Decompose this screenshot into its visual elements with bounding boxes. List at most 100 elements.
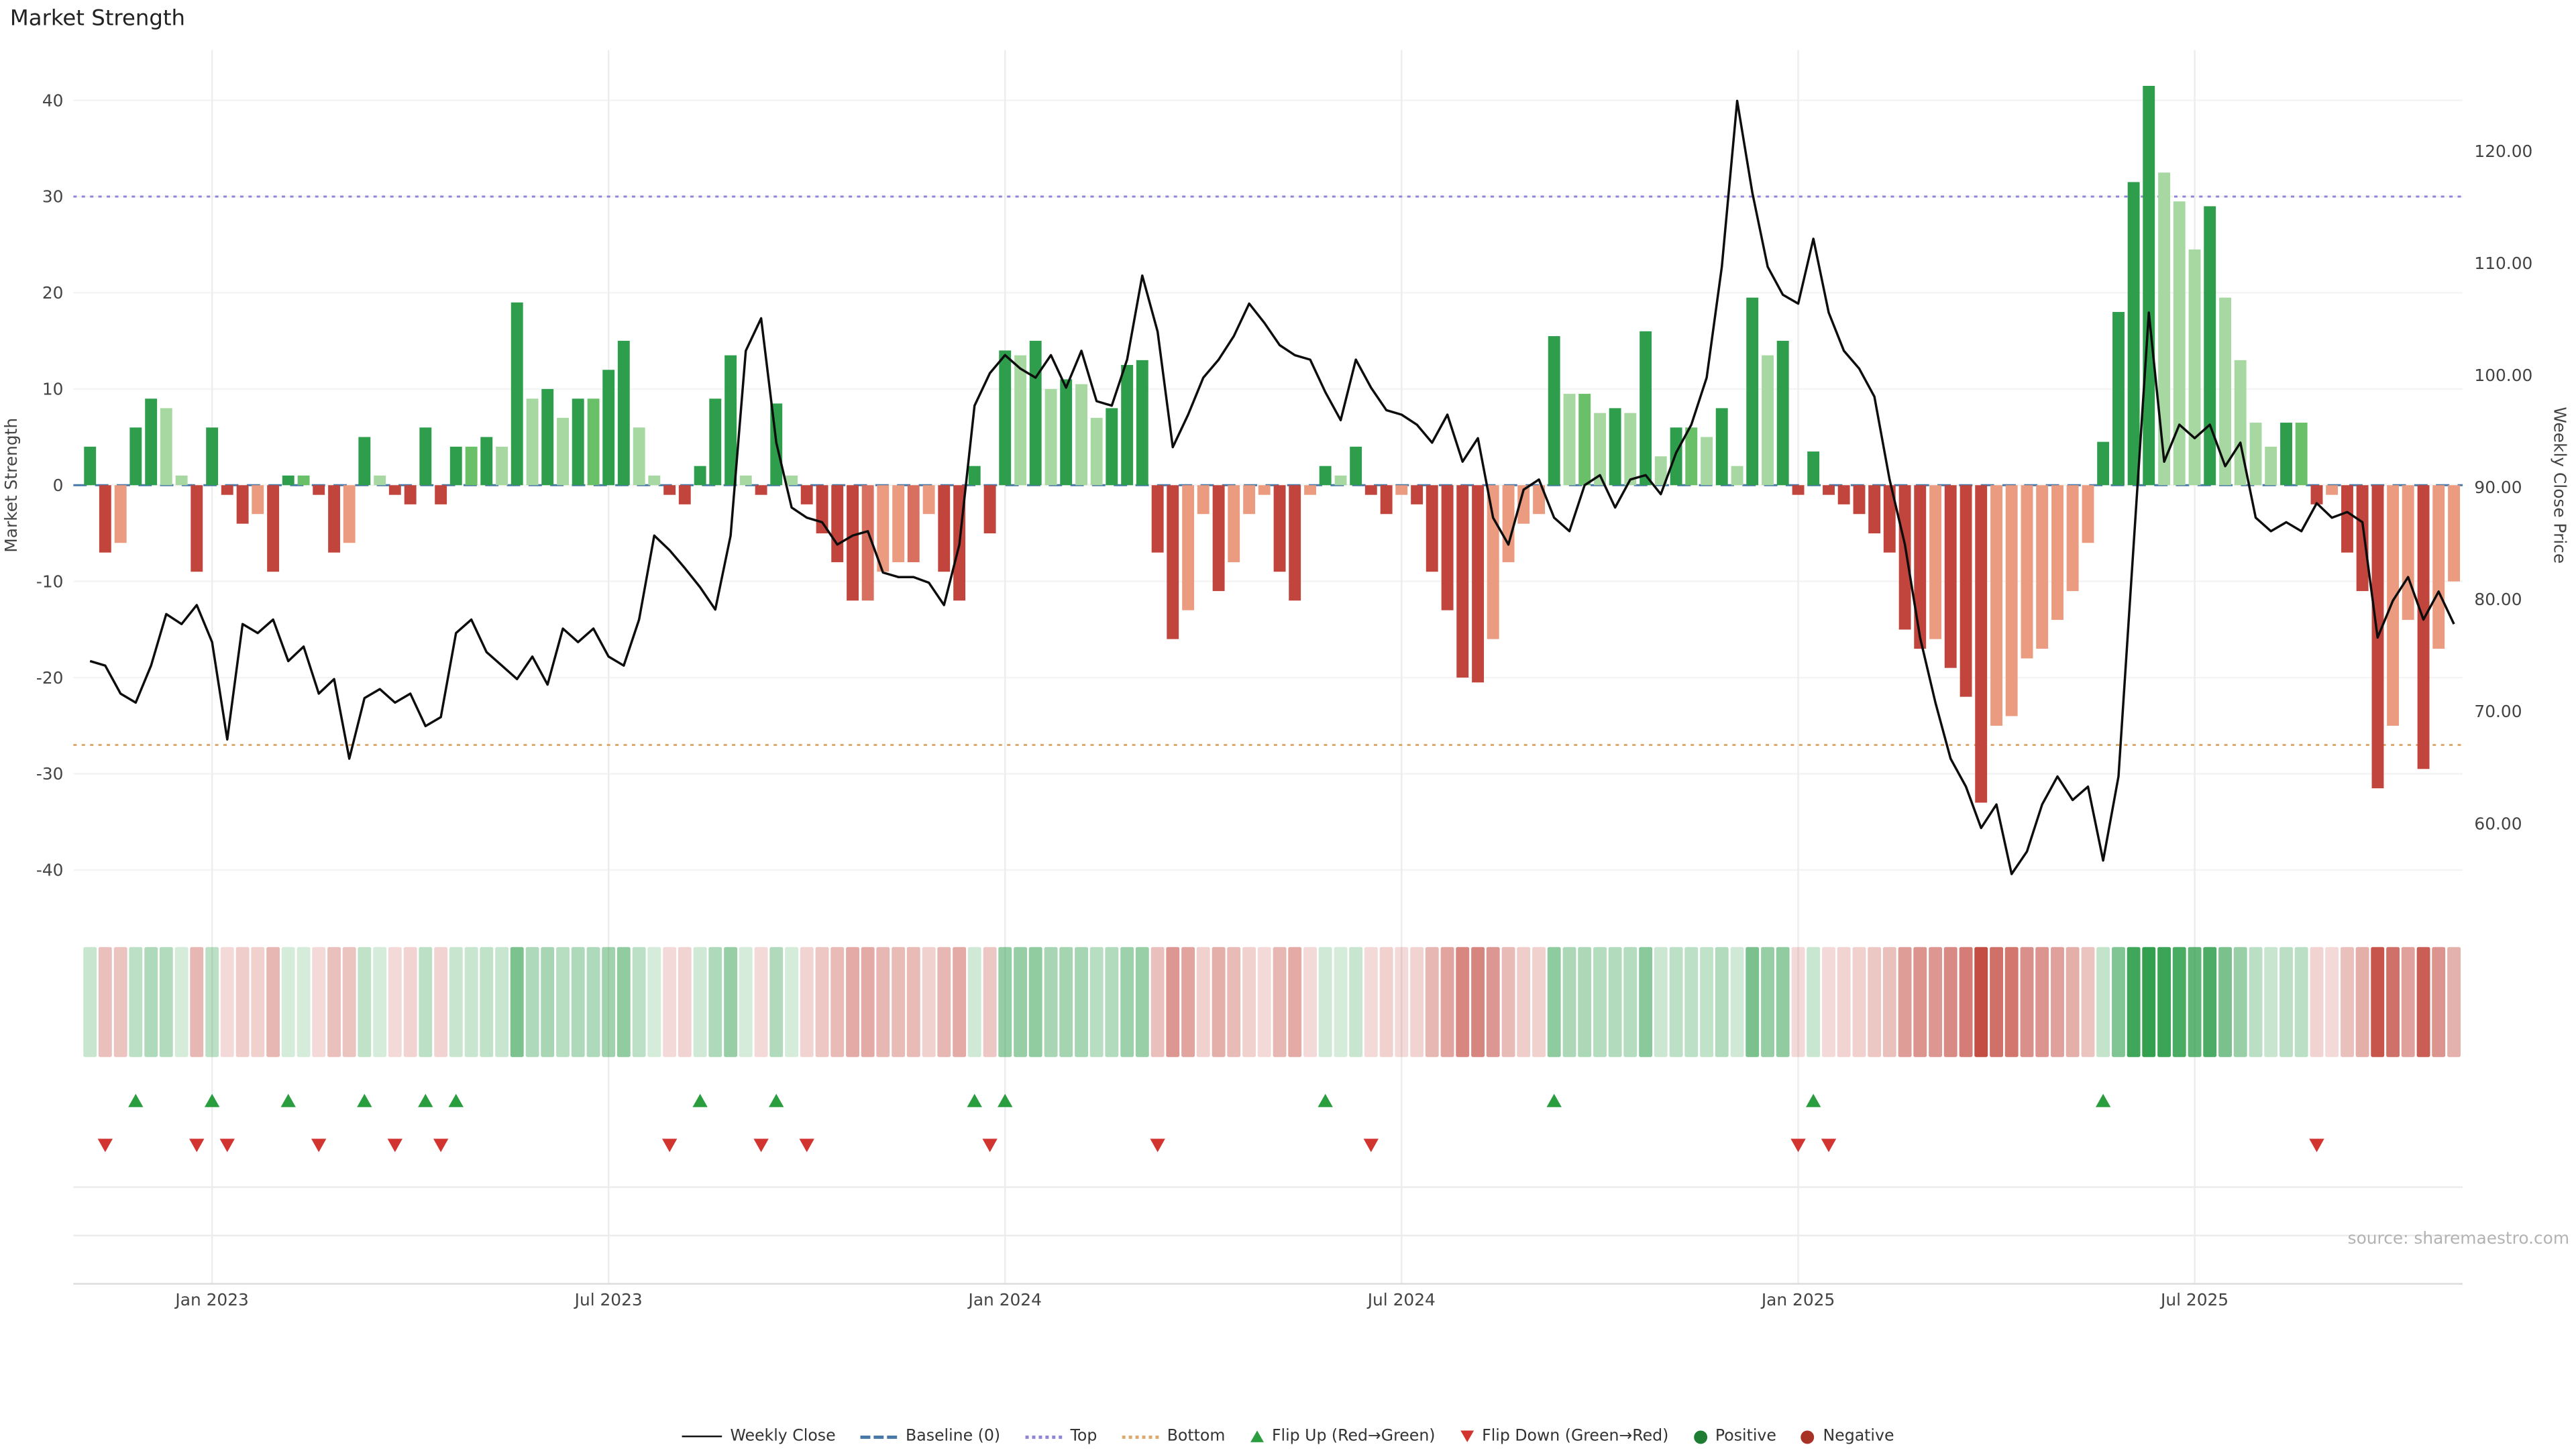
strength-bar: [1334, 475, 1347, 486]
heatmap-cell: [281, 947, 295, 1057]
strength-bar: [587, 398, 600, 486]
flip-up-marker: [769, 1093, 784, 1108]
heatmap-cell: [525, 947, 539, 1057]
flip-up-marker: [448, 1093, 464, 1108]
strength-bar: [2143, 86, 2155, 486]
heatmap-cell: [2051, 947, 2064, 1057]
flip-down-marker: [433, 1138, 449, 1152]
heatmap-cell: [1242, 947, 1256, 1057]
flip-down-marker: [2309, 1138, 2324, 1152]
strength-bar: [847, 485, 859, 601]
strength-bar: [831, 485, 844, 563]
strength-bar: [1350, 446, 1362, 486]
strength-bar: [236, 485, 249, 524]
heatmap-cell: [1868, 947, 1882, 1057]
heatmap-cell: [1776, 947, 1790, 1057]
strength-bar: [2066, 485, 2079, 592]
heatmap-cell: [2127, 947, 2141, 1057]
heatmap-cell: [967, 947, 981, 1057]
dotted-swatch-icon: [1122, 1434, 1159, 1438]
legend-item-baseline-0: Baseline (0): [860, 1428, 1000, 1446]
strength-bar: [694, 466, 706, 486]
heatmap-cell: [1517, 947, 1531, 1057]
heatmap-cell: [1761, 947, 1775, 1057]
right-axis-tick: 70.00: [2474, 702, 2522, 721]
strength-bar: [1472, 485, 1485, 683]
legend-label: Weekly Close: [730, 1427, 836, 1446]
heatmap-cell: [1547, 947, 1561, 1057]
flip-up-marker: [418, 1093, 433, 1108]
heatmap-cell: [1990, 947, 2004, 1057]
legend-label: Positive: [1715, 1427, 1776, 1446]
strength-bar: [1715, 408, 1728, 486]
heatmap-cell: [541, 947, 555, 1057]
flip-down-marker: [1821, 1138, 1837, 1152]
strength-bar: [2356, 485, 2369, 592]
heatmap-cell: [1181, 947, 1195, 1057]
strength-bar: [465, 446, 478, 486]
heatmap-cell: [800, 947, 814, 1057]
heatmap-cell: [1364, 947, 1378, 1057]
x-axis-tick: Jul 2023: [574, 1290, 643, 1309]
strength-bar: [602, 370, 615, 486]
heatmap-cell: [464, 947, 478, 1057]
strength-bar: [297, 475, 310, 486]
strength-bar: [328, 485, 341, 553]
source-text: source: sharemaestro.com: [2348, 1228, 2569, 1248]
heatmap-cell: [1593, 947, 1607, 1057]
heatmap-cell: [174, 947, 189, 1057]
strength-bar: [419, 427, 432, 486]
legend-item-flip-down-green-red: Flip Down (Green→Red): [1460, 1428, 1668, 1446]
strength-bar: [2204, 206, 2216, 486]
heatmap-cell: [571, 947, 585, 1057]
strength-bar: [1883, 485, 1896, 553]
x-axis-tick: Jul 2025: [2159, 1290, 2229, 1309]
line-swatch-icon: [682, 1435, 722, 1438]
strength-bar: [755, 485, 767, 495]
strength-bar: [739, 475, 752, 486]
strength-bar: [1929, 485, 1942, 639]
flip-down-marker: [97, 1138, 113, 1152]
right-axis-tick: 60.00: [2474, 814, 2522, 833]
heatmap-cell: [1623, 947, 1638, 1057]
heatmap-cell: [2325, 947, 2339, 1057]
strength-bar: [1395, 485, 1408, 495]
strength-bar: [2021, 485, 2033, 659]
strength-bar: [1197, 485, 1210, 515]
legend-item-flip-up-red-green: Flip Up (Red→Green): [1250, 1428, 1436, 1446]
heatmap-cell: [98, 947, 112, 1057]
heatmap-cell: [159, 947, 173, 1057]
heatmap-cell: [1791, 947, 1805, 1057]
heatmap-cell: [1395, 947, 1409, 1057]
strength-bar: [1990, 485, 2003, 726]
strength-bar: [1578, 394, 1591, 486]
strength-bar: [922, 485, 935, 515]
flip-down-marker: [982, 1138, 998, 1152]
strength-bar: [1548, 336, 1560, 486]
heatmap-cell: [1807, 947, 1821, 1057]
heatmap-cell: [2355, 947, 2369, 1057]
strength-bar: [892, 485, 905, 563]
strength-bar: [252, 485, 264, 515]
left-axis-tick: 10: [42, 380, 64, 399]
left-axis-title: Market Strength: [1, 418, 21, 553]
strength-bar: [1594, 413, 1606, 486]
right-axis-title: Weekly Close Price: [2551, 407, 2570, 564]
heatmap-cell: [1852, 947, 1866, 1057]
heatmap-cell: [708, 947, 722, 1057]
weekly-close-line: [89, 99, 2455, 875]
strength-bar: [2036, 485, 2049, 649]
strength-bar: [983, 485, 996, 534]
strength-bar: [404, 485, 417, 504]
strength-bar: [84, 446, 97, 486]
legend-item-bottom: Bottom: [1122, 1428, 1225, 1446]
flip-down-marker: [311, 1138, 327, 1152]
strength-bar: [1426, 485, 1438, 572]
strength-bar: [1380, 485, 1393, 515]
strength-bar: [2082, 485, 2094, 543]
heatmap-cell: [205, 947, 219, 1057]
strength-bar: [114, 485, 127, 543]
strength-bar: [999, 350, 1012, 486]
flip-up-marker: [357, 1093, 372, 1108]
